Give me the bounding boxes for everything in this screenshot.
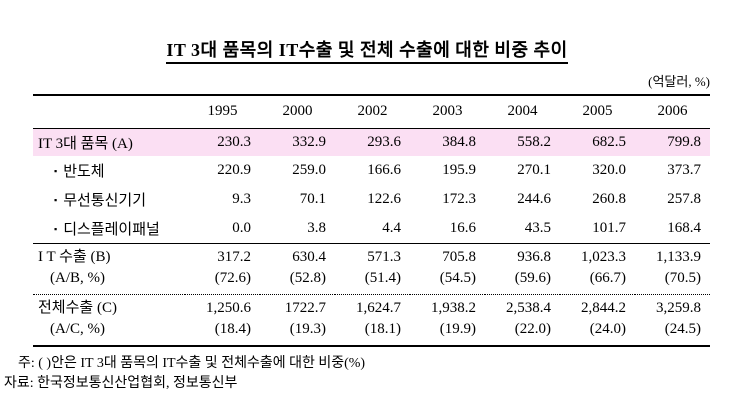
table-cell: 4.4	[382, 219, 401, 236]
row-label: ▪ 무선통신기기	[33, 185, 185, 214]
row-label-text: 디스플레이패널	[63, 221, 160, 238]
table-cell: 1,938.2 (19.9)	[410, 293, 485, 346]
table-cell: 101.7	[592, 219, 626, 236]
footnote-note: 주: ( )안은 IT 3대 품목의 IT수출 및 전체수출에 대한 비중(%)	[18, 355, 366, 371]
year-header: 2004	[485, 95, 560, 129]
table-cell: 293.6	[335, 128, 410, 156]
table-cell: 3.8	[307, 219, 326, 236]
table-cell: 220.9	[217, 162, 251, 178]
row-label-text: 전체수출 (C)	[38, 299, 117, 316]
row-label: ▪ 디스플레이패널	[33, 214, 185, 243]
table-cell: 373.7	[667, 162, 701, 178]
table-cell: 936.8 (59.6)	[485, 242, 560, 294]
table-cell: 384.8	[410, 128, 485, 156]
table-cell: 3,259.8 (24.5)	[635, 293, 710, 346]
table-cell: 230.3	[185, 128, 260, 156]
table-cell: 630.4 (52.8)	[260, 242, 335, 294]
row-sublabel: (A/B, %)	[50, 269, 105, 286]
page-title: IT 3대 품목의 IT수출 및 전체 수출에 대한 비중 추이	[0, 36, 734, 64]
year-header: 2000	[260, 95, 335, 129]
table-cell: 1,133.9 (70.5)	[635, 242, 710, 294]
table-cell: 2,844.2 (24.0)	[560, 293, 635, 346]
table-cell: 320.0	[592, 162, 626, 178]
table-cell: 0.0	[232, 219, 251, 236]
table-cell: 1,624.7 (18.1)	[335, 293, 410, 346]
table-cell: 244.6	[517, 191, 551, 207]
table-cell: 172.3	[442, 191, 476, 207]
unit-label: (억달러, %)	[648, 74, 710, 89]
year-header: 1995	[185, 95, 260, 129]
bullet-icon: ▪	[54, 223, 58, 234]
table-row-display-panel: ▪ 디스플레이패널 0.0 3.8 4.4 16.6 43.5 101.7 168…	[33, 214, 710, 243]
table-cell: 270.1	[517, 162, 551, 178]
table-cell: 9.3	[232, 191, 251, 207]
table-cell: 122.6	[367, 191, 401, 207]
footnotes: 주: ( )안은 IT 3대 품목의 IT수출 및 전체수출에 대한 비중(%)…	[0, 354, 734, 394]
table-row-it3-items: IT 3대 품목 (A) 230.3 332.9 293.6 384.8 558…	[33, 128, 710, 156]
page-title-text: IT 3대 품목의 IT수출 및 전체 수출에 대한 비중 추이	[166, 40, 568, 64]
table-cell: 2,538.4 (22.0)	[485, 293, 560, 346]
row-label-text: 반도체	[63, 164, 105, 180]
footnote-source: 자료: 한국정보통신산업협회, 정보통신부	[4, 375, 238, 391]
table-row-it-export: I T 수출 (B) (A/B, %) 317.2 (72.6) 630.4 (52…	[33, 242, 710, 294]
table-cell: 682.5	[560, 128, 635, 156]
table-cell: 259.0	[292, 162, 326, 178]
bullet-icon: ▪	[54, 195, 58, 205]
table-row-total-export: 전체수출 (C) (A/C, %) 1,250.6 (18.4) 1722.7 (1…	[33, 293, 710, 346]
table-cell: 1,023.3 (66.7)	[560, 242, 635, 294]
table-cell: 332.9	[260, 128, 335, 156]
row-label: ▪ 반도체	[33, 156, 185, 185]
table-cell: 16.6	[449, 219, 476, 236]
data-table: 1995 2000 2002 2003 2004 2005 2006 IT 3대…	[33, 94, 710, 347]
year-header: 2006	[635, 95, 710, 129]
table-cell: 195.9	[442, 162, 476, 178]
table-cell: 168.4	[667, 219, 701, 236]
report-page: IT 3대 품목의 IT수출 및 전체 수출에 대한 비중 추이 (억달러, %…	[0, 36, 734, 394]
row-label: 전체수출 (C) (A/C, %)	[33, 293, 185, 346]
table-cell: 257.8	[667, 191, 701, 207]
bullet-icon: ▪	[54, 166, 58, 176]
table-cell: 799.8	[635, 128, 710, 156]
table-header-row: 1995 2000 2002 2003 2004 2005 2006	[33, 95, 710, 129]
year-header: 2005	[560, 95, 635, 129]
row-label-text: I T 수출 (B)	[38, 248, 111, 265]
row-label: IT 3대 품목 (A)	[33, 128, 185, 156]
row-sublabel: (A/C, %)	[50, 320, 105, 337]
corner-cell	[33, 95, 185, 129]
table-cell: 705.8 (54.5)	[410, 242, 485, 294]
table-cell: 166.6	[367, 162, 401, 178]
table-row-wireless: ▪ 무선통신기기 9.3 70.1 122.6 172.3 244.6 260.8…	[33, 185, 710, 214]
table-cell: 317.2 (72.6)	[185, 242, 260, 294]
table-row-semiconductor: ▪ 반도체 220.9 259.0 166.6 195.9 270.1 320.0…	[33, 156, 710, 185]
table-cell: 260.8	[592, 191, 626, 207]
table-cell: 571.3 (51.4)	[335, 242, 410, 294]
table-cell: 43.5	[524, 219, 551, 236]
year-header: 2003	[410, 95, 485, 129]
table-cell: 1722.7 (19.3)	[260, 293, 335, 346]
table-cell: 70.1	[299, 191, 326, 207]
table-cell: 1,250.6 (18.4)	[185, 293, 260, 346]
year-header: 2002	[335, 95, 410, 129]
row-label: I T 수출 (B) (A/B, %)	[33, 242, 185, 294]
table-cell: 558.2	[485, 128, 560, 156]
row-label-text: 무선통신기기	[63, 193, 147, 209]
